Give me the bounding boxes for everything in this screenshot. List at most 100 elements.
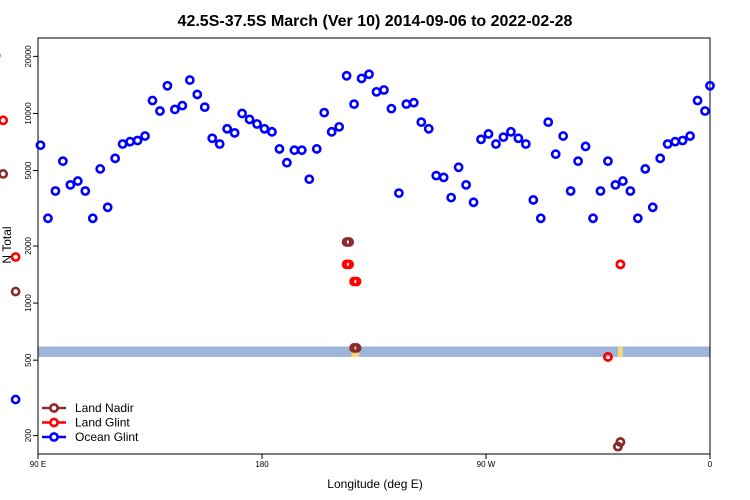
band-layer xyxy=(38,346,710,357)
ocean-glint-point xyxy=(483,129,494,139)
ocean-glint-point xyxy=(95,164,106,174)
ocean-glint-point xyxy=(610,179,621,190)
ocean-glint-point xyxy=(214,139,225,149)
ocean-glint-point xyxy=(640,164,651,174)
ocean-glint-point xyxy=(453,162,464,173)
ocean-glint-point xyxy=(573,156,583,167)
points-layer xyxy=(0,53,715,452)
ocean-glint-point xyxy=(476,134,486,145)
ocean-glint-point xyxy=(535,213,546,224)
land-glint-point xyxy=(10,252,21,262)
ocean-glint-point xyxy=(580,141,591,152)
ocean-glint-point xyxy=(565,186,576,196)
ocean-glint-point xyxy=(289,145,300,156)
ocean-glint-point xyxy=(356,73,367,84)
ocean-glint-point xyxy=(72,176,83,186)
ocean-glint-point xyxy=(87,213,98,224)
ocean-glint-point xyxy=(244,114,255,125)
y-tick-label: 1000 xyxy=(24,294,33,312)
ocean-glint-point xyxy=(199,102,210,113)
ocean-glint-point xyxy=(319,107,330,118)
ocean-glint-point xyxy=(35,140,46,151)
ocean-glint-point xyxy=(513,133,524,144)
plot-border xyxy=(37,37,711,455)
ocean-glint-point xyxy=(10,394,21,405)
ocean-glint-point xyxy=(155,106,165,116)
ocean-glint-point xyxy=(603,156,613,167)
ocean-glint-point xyxy=(520,139,531,149)
y-tick-label: 10000 xyxy=(24,102,33,125)
ocean-glint-point xyxy=(647,202,658,213)
ocean-glint-point xyxy=(655,153,666,164)
ocean-glint-point xyxy=(80,186,91,196)
plot-frame xyxy=(37,37,711,455)
land-band-patch xyxy=(617,346,623,357)
ocean-glint-point xyxy=(229,127,240,138)
ocean-band xyxy=(38,346,710,357)
ocean-glint-point xyxy=(169,104,180,115)
land-glint-point xyxy=(0,115,9,126)
ocean-glint-point xyxy=(379,85,389,95)
ocean-glint-point xyxy=(117,139,128,149)
legend-marker-land-glint xyxy=(49,417,59,428)
ocean-glint-point xyxy=(401,99,412,110)
ocean-glint-point xyxy=(632,213,643,224)
ocean-glint-point xyxy=(543,117,554,128)
ocean-glint-point xyxy=(184,75,195,85)
y-tick-label: 500 xyxy=(24,353,33,367)
ocean-glint-point xyxy=(438,172,449,183)
ocean-glint-point xyxy=(461,179,471,190)
land-nadir-point xyxy=(0,169,9,179)
ocean-glint-point xyxy=(349,99,359,110)
ocean-glint-point xyxy=(311,144,322,154)
ocean-glint-point xyxy=(140,131,150,141)
ocean-glint-point xyxy=(498,132,509,143)
ocean-glint-point xyxy=(550,149,561,160)
ocean-glint-point xyxy=(371,86,382,97)
ocean-glint-point xyxy=(705,80,715,91)
y-tick-label: 2000 xyxy=(24,237,33,255)
ocean-glint-point xyxy=(625,186,636,196)
ocean-glint-point xyxy=(177,100,188,111)
ocean-glint-point xyxy=(281,157,292,168)
ocean-glint-point xyxy=(393,188,404,199)
land-nadir-point xyxy=(615,437,626,447)
x-tick-label: 0 xyxy=(708,460,713,469)
land-nadir-point xyxy=(10,286,21,297)
land-nadir-point xyxy=(344,237,355,247)
ocean-glint-point xyxy=(692,95,703,106)
ocean-glint-point xyxy=(267,126,277,137)
ocean-glint-point xyxy=(408,97,419,108)
ocean-glint-point xyxy=(416,117,427,128)
ocean-glint-point xyxy=(431,170,442,181)
y-tick-label: 20000 xyxy=(24,45,33,68)
legend-marker-ocean-glint xyxy=(49,432,59,442)
ocean-glint-point xyxy=(192,89,203,100)
ocean-glint-point xyxy=(274,144,285,154)
ocean-glint-point xyxy=(147,95,158,106)
ocean-glint-point xyxy=(43,213,53,224)
legend-label-land-nadir: Land Nadir xyxy=(75,401,134,415)
ocean-glint-point xyxy=(677,135,688,146)
x-axis-label: Longitude (deg E) xyxy=(327,477,422,491)
ocean-glint-point xyxy=(386,103,397,114)
ocean-glint-point xyxy=(207,133,218,144)
ocean-glint-point xyxy=(50,186,61,196)
land-glint-point xyxy=(615,259,626,270)
land-glint-point xyxy=(344,259,355,270)
ocean-glint-point xyxy=(423,123,434,134)
ocean-glint-point xyxy=(685,131,695,141)
ocean-glint-point xyxy=(491,139,501,149)
ocean-glint-point xyxy=(558,131,569,141)
chart-title: 42.5S-37.5S March (Ver 10) 2014-09-06 to… xyxy=(178,13,573,30)
y-tick-label: 200 xyxy=(24,428,33,442)
ocean-glint-point xyxy=(326,126,337,137)
y-axis: 200 500 1000 2000 5000 10000 20000 xyxy=(24,45,38,442)
ocean-glint-point xyxy=(304,174,315,185)
ocean-glint-point xyxy=(588,213,598,224)
ocean-glint-point xyxy=(296,145,307,156)
ocean-glint-point xyxy=(237,108,247,119)
